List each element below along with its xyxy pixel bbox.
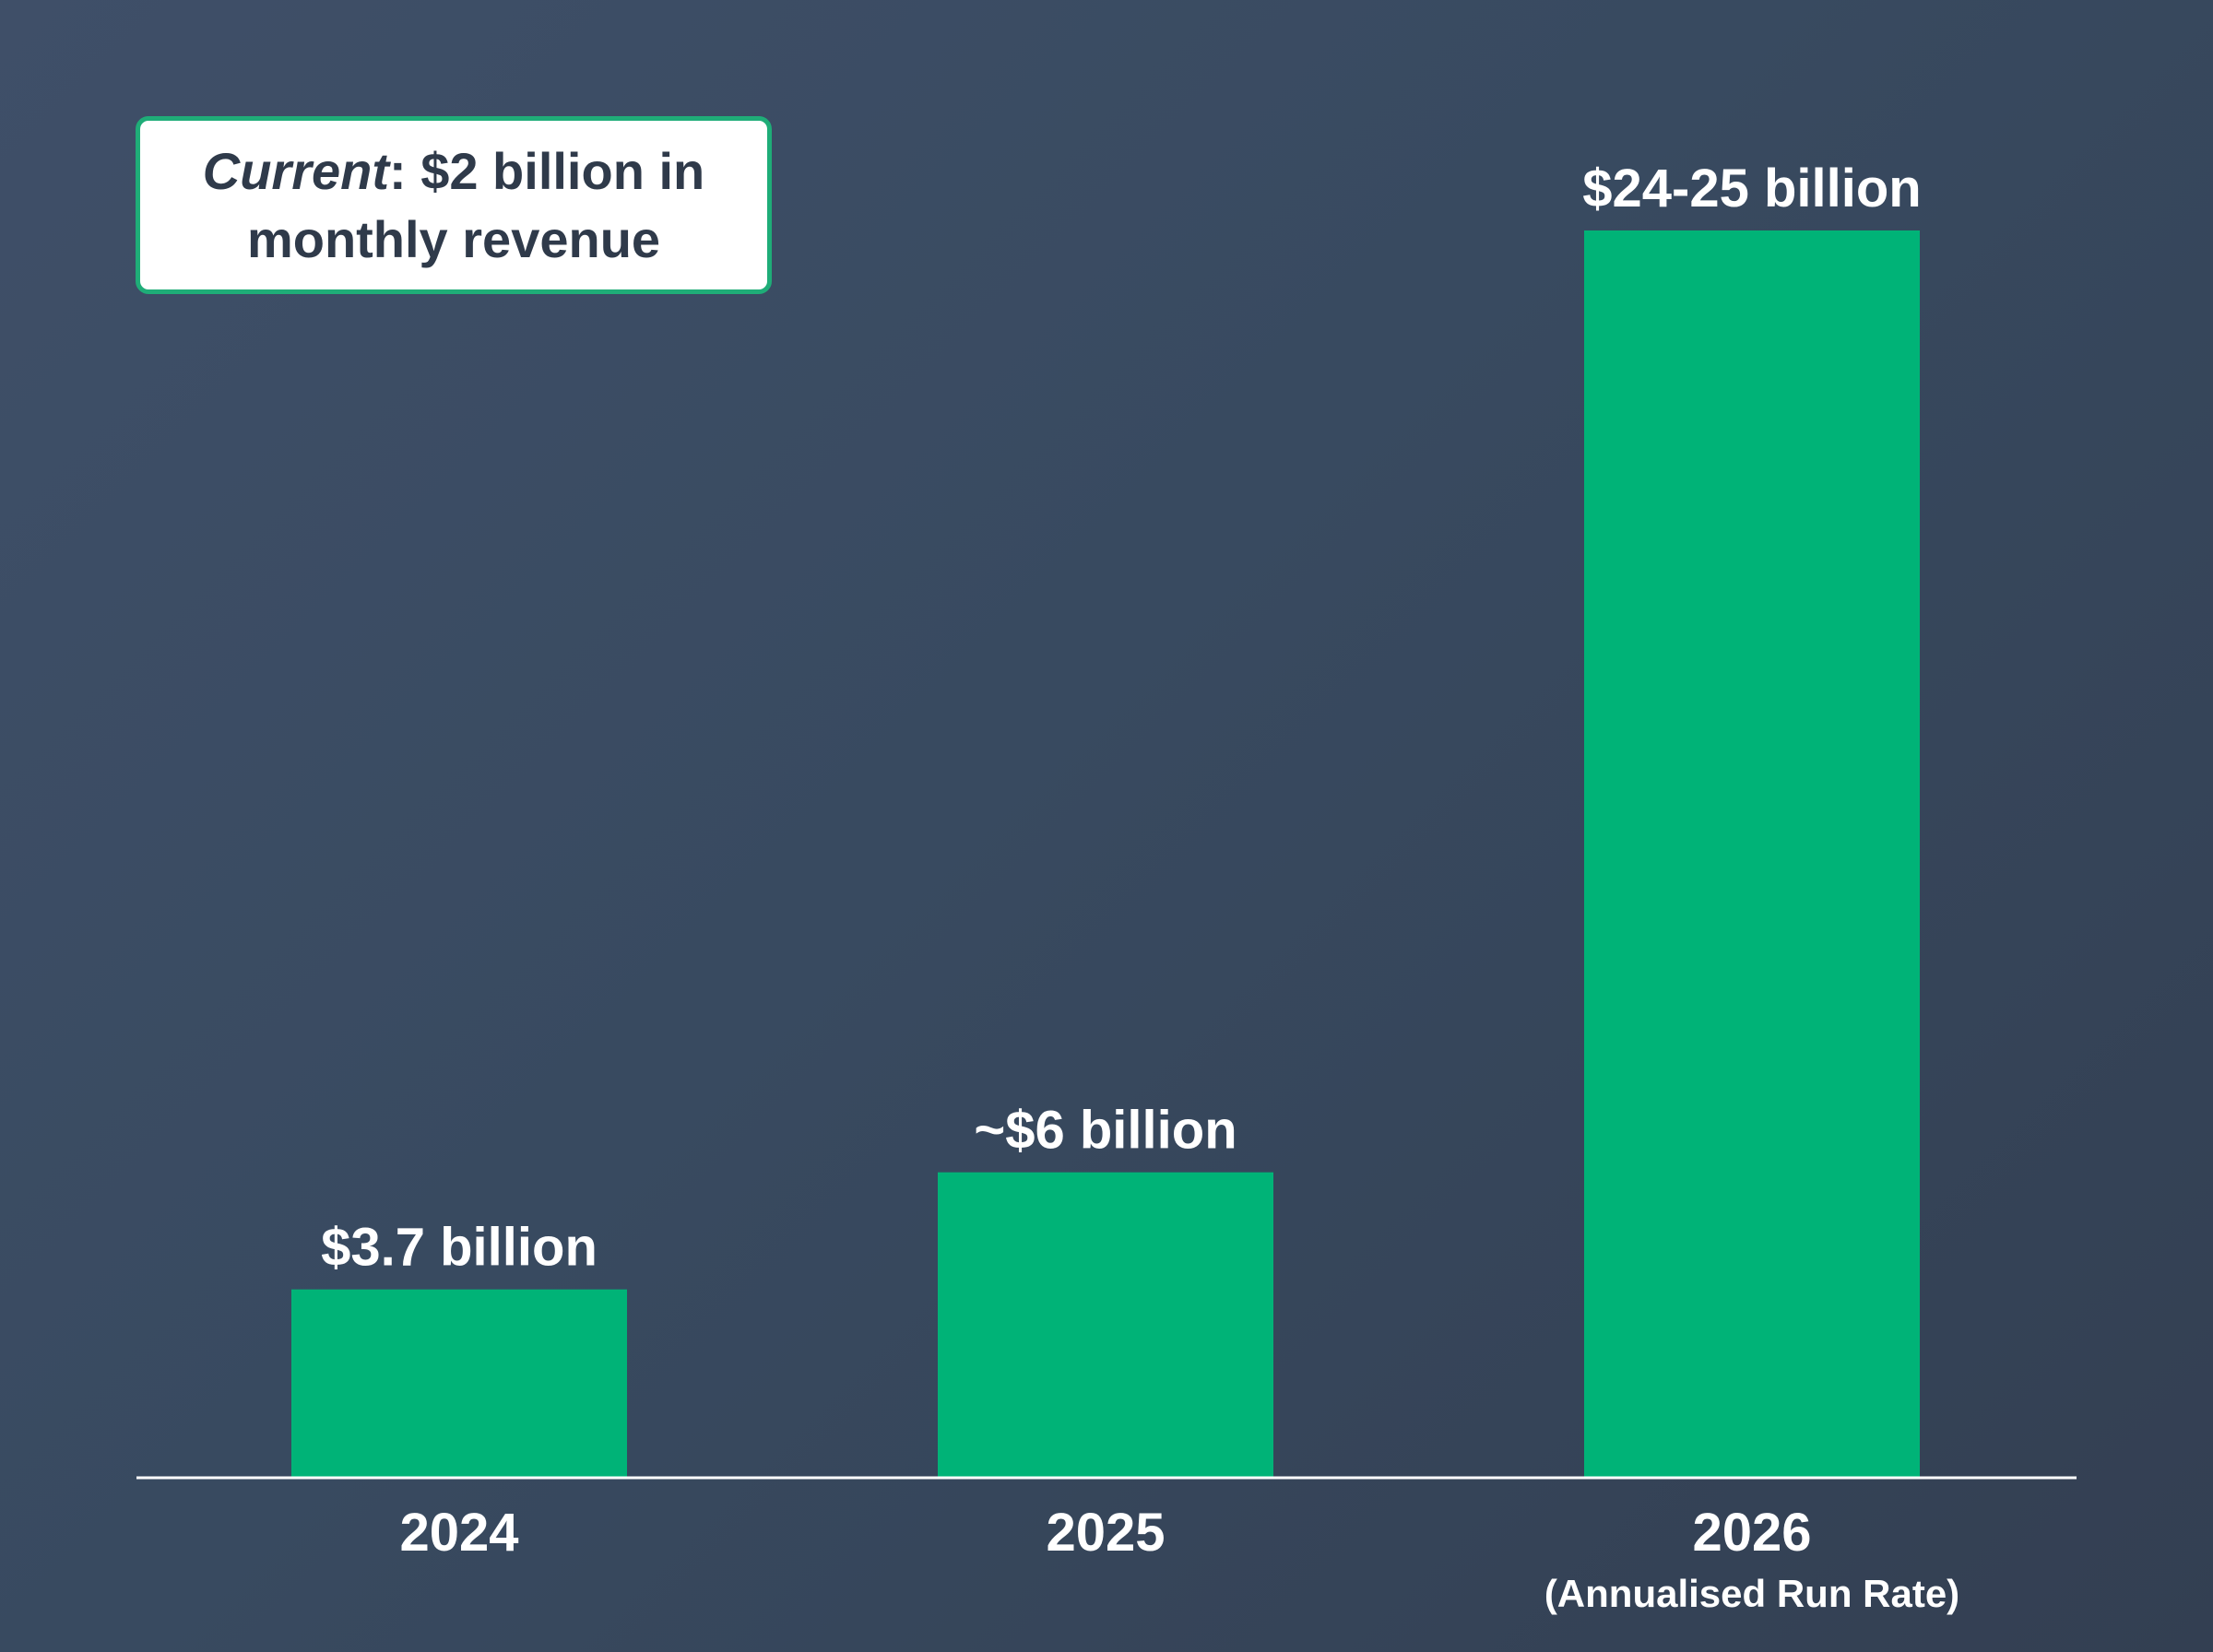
data-label-2026: $24-25 billion: [1582, 159, 1921, 218]
x-tick-sublabel-2026: (Annualised Run Rate): [1544, 1572, 1959, 1615]
bar-2026: [1584, 230, 1920, 1478]
data-label-2024: $3.7 billion: [321, 1218, 598, 1278]
x-tick-labels-group: 2024 2025 2026 (Annualised Run Rate): [399, 1503, 1959, 1615]
x-tick-label-2026: 2026: [1692, 1503, 1811, 1563]
x-tick-label-2024: 2024: [399, 1503, 518, 1563]
callout-lead: Current: [202, 141, 389, 200]
data-label-2025: ~$6 billion: [974, 1101, 1237, 1161]
bar-2024: [291, 1289, 627, 1478]
callout-separator: :: [388, 141, 407, 200]
callout-body: $2 billion in monthly revenue: [246, 141, 705, 268]
x-tick-label-2025: 2025: [1046, 1503, 1165, 1563]
current-revenue-callout: Current: $2 billion in monthly revenue: [136, 116, 772, 294]
callout-text: Current: $2 billion in monthly revenue: [168, 137, 740, 274]
bar-2025: [938, 1172, 1273, 1478]
data-labels-group: $3.7 billion ~$6 billion $24-25 billion: [321, 159, 1922, 1278]
bars-group: [291, 230, 1920, 1478]
